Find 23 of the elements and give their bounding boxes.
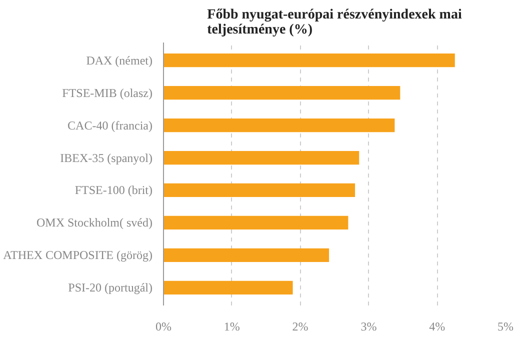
bar: [164, 150, 360, 165]
chart-title: Főbb nyugat-európai részvényindexek mai teljesítménye (%): [207, 8, 462, 38]
bar: [164, 216, 348, 230]
y-tick-label: DAX (német): [86, 53, 153, 68]
bar: [164, 183, 356, 198]
y-tick-label: IBEX-35 (spanyol): [60, 150, 153, 165]
x-tick-label: 0%: [156, 320, 172, 334]
x-tick-label: 5%: [498, 320, 514, 334]
x-tick-label: 4%: [429, 320, 446, 334]
y-tick-label: FTSE-MIB (olasz): [62, 86, 153, 100]
bar: [164, 86, 400, 100]
bar: [164, 118, 395, 132]
x-tick-label: 1%: [224, 320, 240, 334]
y-tick-label: FTSE-100 (brit): [74, 183, 153, 198]
y-tick-label: CAC-40 (francia): [68, 118, 153, 132]
x-tick-label: 2%: [292, 320, 308, 334]
bar: [164, 248, 330, 262]
y-tick-label: OMX Stockholm( svéd): [36, 216, 153, 230]
y-tick-label: PSI-20 (portugál): [68, 280, 153, 295]
x-tick-label: 3%: [360, 320, 377, 334]
y-tick-label: ATHEX COMPOSITE (görög): [3, 248, 153, 262]
bar: [164, 54, 455, 68]
bar: [164, 280, 293, 294]
